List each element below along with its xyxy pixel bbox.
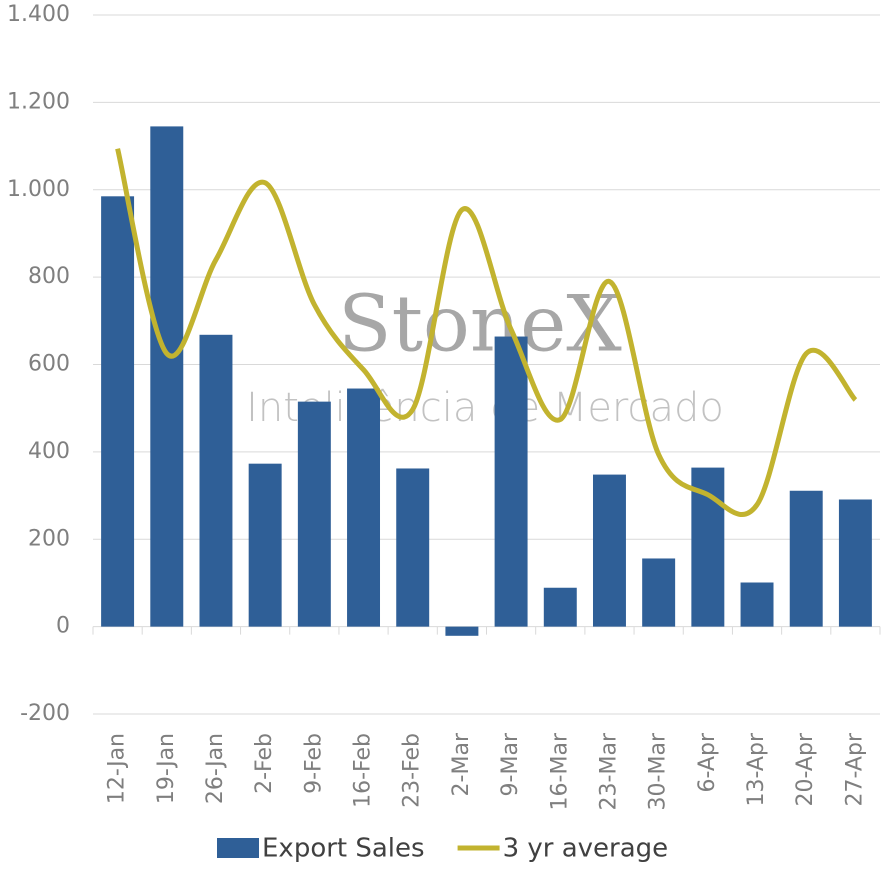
- y-tick-label: 600: [28, 352, 70, 377]
- x-tick-label: 13-Apr: [744, 732, 769, 806]
- bar: [297, 401, 331, 627]
- x-tick-label: 12-Jan: [105, 733, 130, 804]
- legend-label: 3 yr average: [503, 834, 669, 864]
- x-tick-label: 23-Feb: [400, 733, 425, 808]
- bar: [543, 587, 577, 627]
- bar: [838, 499, 872, 627]
- legend-label: Export Sales: [262, 834, 425, 864]
- x-tick-label: 2-Feb: [252, 733, 277, 794]
- y-tick-label: -200: [20, 701, 70, 726]
- bar: [642, 558, 676, 627]
- bar: [396, 468, 430, 627]
- bar: [248, 463, 282, 627]
- bar: [150, 126, 184, 627]
- y-tick-label: 1.000: [7, 177, 70, 202]
- x-tick-label: 23-Mar: [596, 732, 621, 810]
- watermark-brand: StoneX: [338, 280, 622, 370]
- plot: -200 0 200 400 600 800 1.000 1.200 1.400 12-Jan 19…: [7, 2, 881, 864]
- legend-swatch: [217, 838, 259, 858]
- y-tick-label: 1.400: [7, 2, 70, 27]
- bar: [789, 490, 823, 627]
- line: [115, 148, 858, 517]
- y-tick-label: 800: [28, 264, 70, 289]
- x-tick-label: 26-Jan: [203, 733, 228, 804]
- y-tick-label: 0: [56, 614, 70, 639]
- y-tick-label: 200: [28, 526, 70, 551]
- bar: [199, 334, 233, 627]
- x-tick-label: 6-Apr: [695, 732, 720, 792]
- bar: [347, 388, 381, 627]
- x-tick-label: 27-Apr: [842, 732, 867, 806]
- legend: Export Sales 3 yr average: [217, 834, 668, 864]
- y-tick-label: 1.200: [7, 89, 70, 114]
- x-tick-label: 16-Feb: [351, 733, 376, 808]
- bar: [101, 196, 135, 627]
- x-tick-label: 2-Mar: [449, 732, 474, 796]
- x-tick-label: 16-Mar: [547, 732, 572, 810]
- y-tick-label: 400: [28, 439, 70, 464]
- x-tick-label: 9-Feb: [301, 733, 326, 794]
- x-tick-label: 9-Mar: [498, 732, 523, 796]
- bar: [494, 336, 528, 627]
- x-tick-label: 20-Apr: [793, 732, 818, 806]
- bar: [445, 626, 479, 636]
- bar: [592, 474, 626, 627]
- x-tick-label: 19-Jan: [154, 733, 179, 804]
- x-tick-label: 30-Mar: [646, 732, 671, 810]
- bar: [740, 582, 774, 627]
